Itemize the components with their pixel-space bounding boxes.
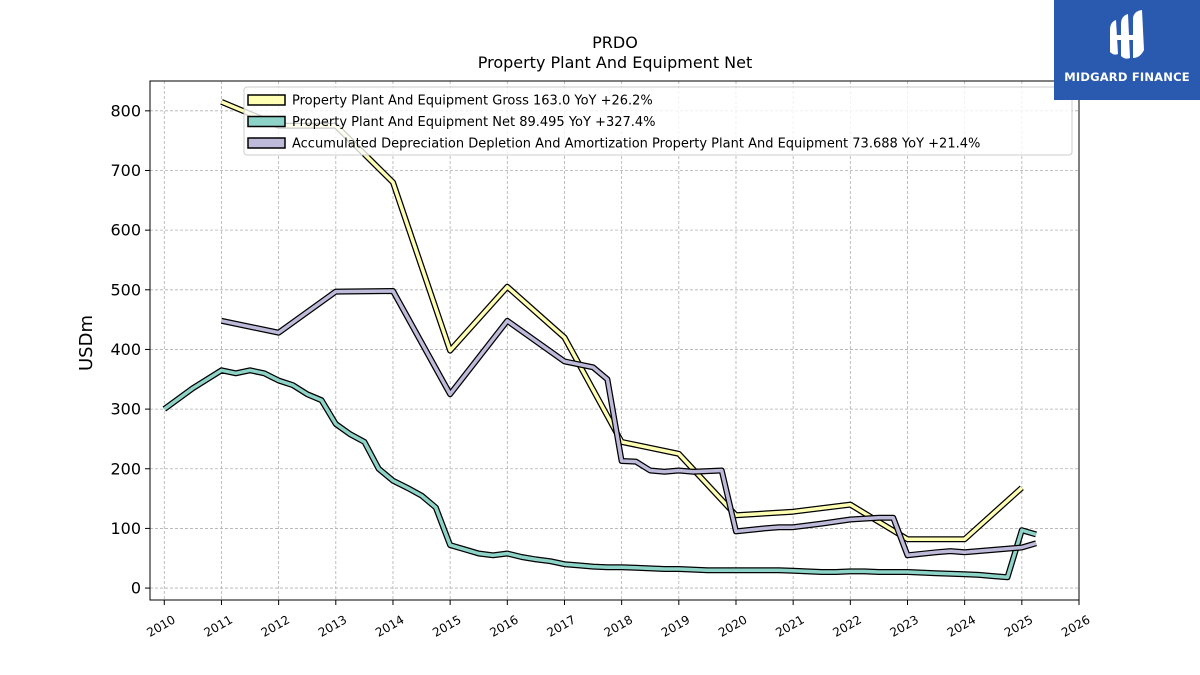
y-tick-label: 300 <box>110 400 141 419</box>
y-tick-label: 500 <box>110 280 141 299</box>
x-tick-label: 2015 <box>430 612 463 639</box>
x-tick-label: 2014 <box>373 612 406 639</box>
legend-label-0: Property Plant And Equipment Gross 163.0… <box>292 94 653 109</box>
x-tick-label: 2025 <box>1002 612 1035 639</box>
series-1-line <box>163 368 1037 580</box>
y-tick-label: 400 <box>110 340 141 359</box>
chart-title: PRDO <box>592 33 638 52</box>
midgard-finance-logo: MIDGARD FINANCE <box>1054 0 1200 100</box>
series-2-line <box>221 289 1037 558</box>
y-tick-label: 100 <box>110 519 141 538</box>
series-2-line-outline <box>220 288 1037 559</box>
y-axis-label: USDm <box>76 315 97 371</box>
x-tick-label: 2011 <box>202 612 235 639</box>
plot-frame <box>149 80 1080 601</box>
series-layer <box>162 99 1037 581</box>
legend-frame <box>243 86 1073 156</box>
x-tick-label: 2021 <box>773 612 806 639</box>
legend: Property Plant And Equipment Gross 163.0… <box>243 86 1073 156</box>
legend-swatch-2 <box>247 137 286 149</box>
x-tick-label: 2010 <box>144 612 177 639</box>
legend-swatch-0 <box>247 94 286 106</box>
y-tick-label: 700 <box>110 161 141 180</box>
x-tick-label: 2023 <box>888 612 921 639</box>
legend-label-1: Property Plant And Equipment Net 89.495 … <box>292 115 656 130</box>
x-tick-label: 2020 <box>716 612 749 639</box>
x-tick-label: 2012 <box>259 612 292 639</box>
x-tick-label: 2016 <box>487 612 520 639</box>
chart-subtitle: Property Plant And Equipment Net <box>478 53 753 72</box>
logo-text: MIDGARD FINANCE <box>1064 70 1190 84</box>
x-tick-label: 2022 <box>830 612 863 639</box>
x-tick-label: 2013 <box>316 612 349 639</box>
grid <box>150 81 1080 600</box>
x-tick-label: 2026 <box>1059 612 1092 639</box>
y-tick-label: 600 <box>110 221 141 240</box>
legend-swatch-1 <box>247 115 286 128</box>
x-tick-label: 2017 <box>545 612 578 639</box>
x-tick-label: 2024 <box>945 612 978 639</box>
y-tick-label: 200 <box>110 459 141 478</box>
logo-mark-icon <box>1110 10 1144 59</box>
y-tick-label: 0 <box>131 579 141 598</box>
y-tick-label: 800 <box>110 101 141 120</box>
x-tick-label: 2019 <box>659 612 692 639</box>
legend-label-2: Accumulated Depreciation Depletion And A… <box>292 137 980 152</box>
x-tick-label: 2018 <box>602 612 635 639</box>
